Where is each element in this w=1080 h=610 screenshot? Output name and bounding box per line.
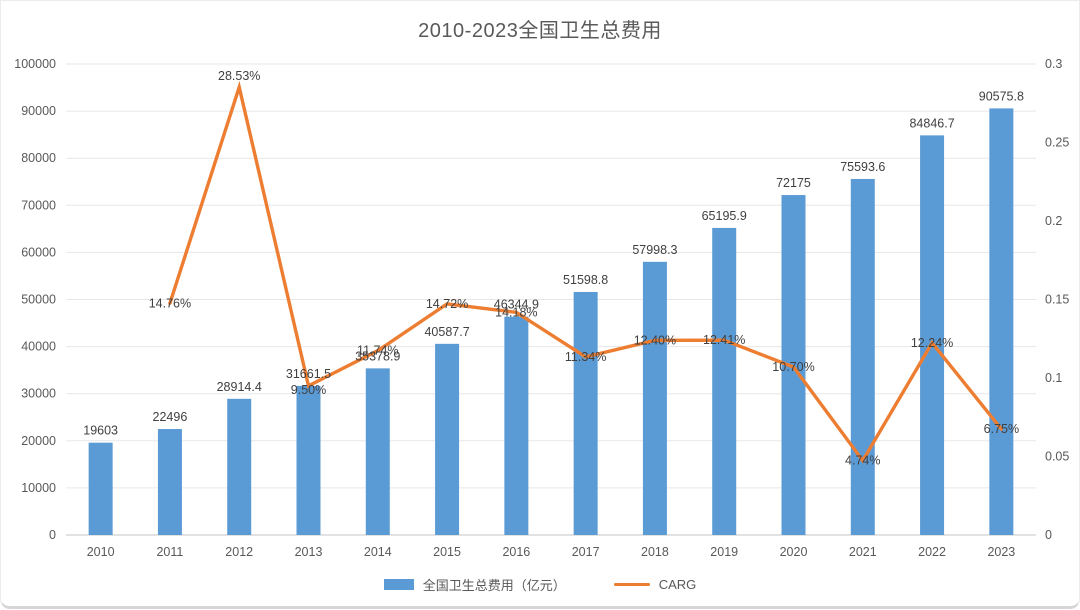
left-axis-tick: 100000 <box>14 57 56 71</box>
x-axis-label: 2021 <box>849 545 877 559</box>
legend-item-line: CARG <box>613 577 697 592</box>
left-axis-tick: 60000 <box>21 245 56 259</box>
x-axis-label: 2010 <box>87 545 115 559</box>
legend-line-label: CARG <box>658 577 697 592</box>
bar-value-label: 35378.9 <box>355 349 400 363</box>
carg-value-label: 12.24% <box>911 336 953 350</box>
carg-value-label: 12.40% <box>634 333 676 347</box>
right-axis-tick: 0.25 <box>1045 136 1069 150</box>
carg-value-label: 14.76% <box>149 296 191 310</box>
bar-value-label: 57998.3 <box>632 243 677 257</box>
x-axis-label: 2023 <box>987 545 1015 559</box>
x-axis-label: 2020 <box>780 545 808 559</box>
carg-value-label: 6.75% <box>984 422 1019 436</box>
bar-value-label: 72175 <box>776 176 811 190</box>
left-axis-tick: 30000 <box>21 387 56 401</box>
bar-value-label: 40587.7 <box>424 325 469 339</box>
bar-2021 <box>850 178 875 535</box>
right-axis-tick: 0.2 <box>1045 214 1062 228</box>
bar-value-label: 28914.4 <box>217 380 262 394</box>
right-axis-tick: 0 <box>1045 528 1052 542</box>
carg-value-label: 12.41% <box>703 333 745 347</box>
bar-2018 <box>642 261 667 535</box>
x-axis-label: 2014 <box>364 545 392 559</box>
carg-value-label: 9.50% <box>291 383 326 397</box>
x-axis-label: 2019 <box>710 545 738 559</box>
x-axis-label: 2011 <box>156 545 183 559</box>
bar-2016 <box>504 316 529 535</box>
line-series-swatch-icon <box>613 582 650 587</box>
carg-line <box>168 80 1004 464</box>
bar-value-label: 90575.8 <box>979 89 1024 103</box>
bar-value-label: 75593.6 <box>840 160 885 174</box>
x-axis-label: 2022 <box>918 545 946 559</box>
x-axis-label: 2018 <box>641 545 669 559</box>
legend: 全国卫生总费用（亿元） CARG <box>1 575 1079 594</box>
left-axis-tick: 10000 <box>21 481 56 495</box>
carg-value-label: 11.74% <box>357 344 398 358</box>
right-axis-tick: 0.3 <box>1045 57 1062 71</box>
bar-value-label: 19603 <box>83 424 118 438</box>
bar-value-label: 31661.5 <box>286 367 331 381</box>
carg-value-label: 28.53% <box>218 69 260 83</box>
x-axis-label: 2016 <box>502 545 530 559</box>
left-axis-tick: 90000 <box>21 104 56 118</box>
bar-2017 <box>573 291 598 535</box>
x-axis-label: 2012 <box>225 545 253 559</box>
left-axis-tick: 0 <box>49 528 56 542</box>
left-axis-tick: 50000 <box>21 293 56 307</box>
x-axis-label: 2017 <box>572 545 600 559</box>
bar-value-label: 65195.9 <box>702 209 747 223</box>
x-axis-label: 2015 <box>433 545 461 559</box>
left-axis-tick: 70000 <box>21 198 56 212</box>
bar-2022 <box>920 135 945 535</box>
left-axis-tick: 80000 <box>21 151 56 165</box>
bar-2019 <box>712 227 737 535</box>
bar-value-label: 22496 <box>153 410 188 424</box>
bar-value-label: 46344.9 <box>494 298 539 312</box>
right-axis-tick: 0.15 <box>1045 293 1069 307</box>
carg-value-label: 14.72% <box>426 297 468 311</box>
right-axis-tick: 0.1 <box>1045 371 1062 385</box>
bar-2012 <box>227 398 252 535</box>
left-axis-tick: 40000 <box>21 340 56 354</box>
carg-value-label: 4.74% <box>845 454 880 468</box>
bar-2010 <box>88 442 113 535</box>
carg-value-label: 10.70% <box>772 360 814 374</box>
left-axis-tick: 20000 <box>21 434 56 448</box>
bar-2023 <box>989 108 1014 535</box>
bar-2015 <box>435 343 460 535</box>
legend-item-bar: 全国卫生总费用（亿元） <box>383 575 566 594</box>
bar-value-label: 51598.8 <box>563 273 608 287</box>
x-axis-label: 2013 <box>295 545 323 559</box>
legend-bar-label: 全国卫生总费用（亿元） <box>422 578 566 593</box>
carg-value-label: 14.18% <box>495 305 537 319</box>
bar-series-swatch-icon <box>383 579 414 590</box>
bar-2011 <box>157 429 182 535</box>
right-axis-tick: 0.05 <box>1045 450 1069 464</box>
carg-value-label: 11.34% <box>565 350 606 364</box>
bar-2014 <box>365 368 390 535</box>
bar-2013 <box>296 385 321 535</box>
bar-value-label: 84846.7 <box>909 116 954 130</box>
chart-title: 2010-2023全国卫生总费用 <box>418 20 662 42</box>
